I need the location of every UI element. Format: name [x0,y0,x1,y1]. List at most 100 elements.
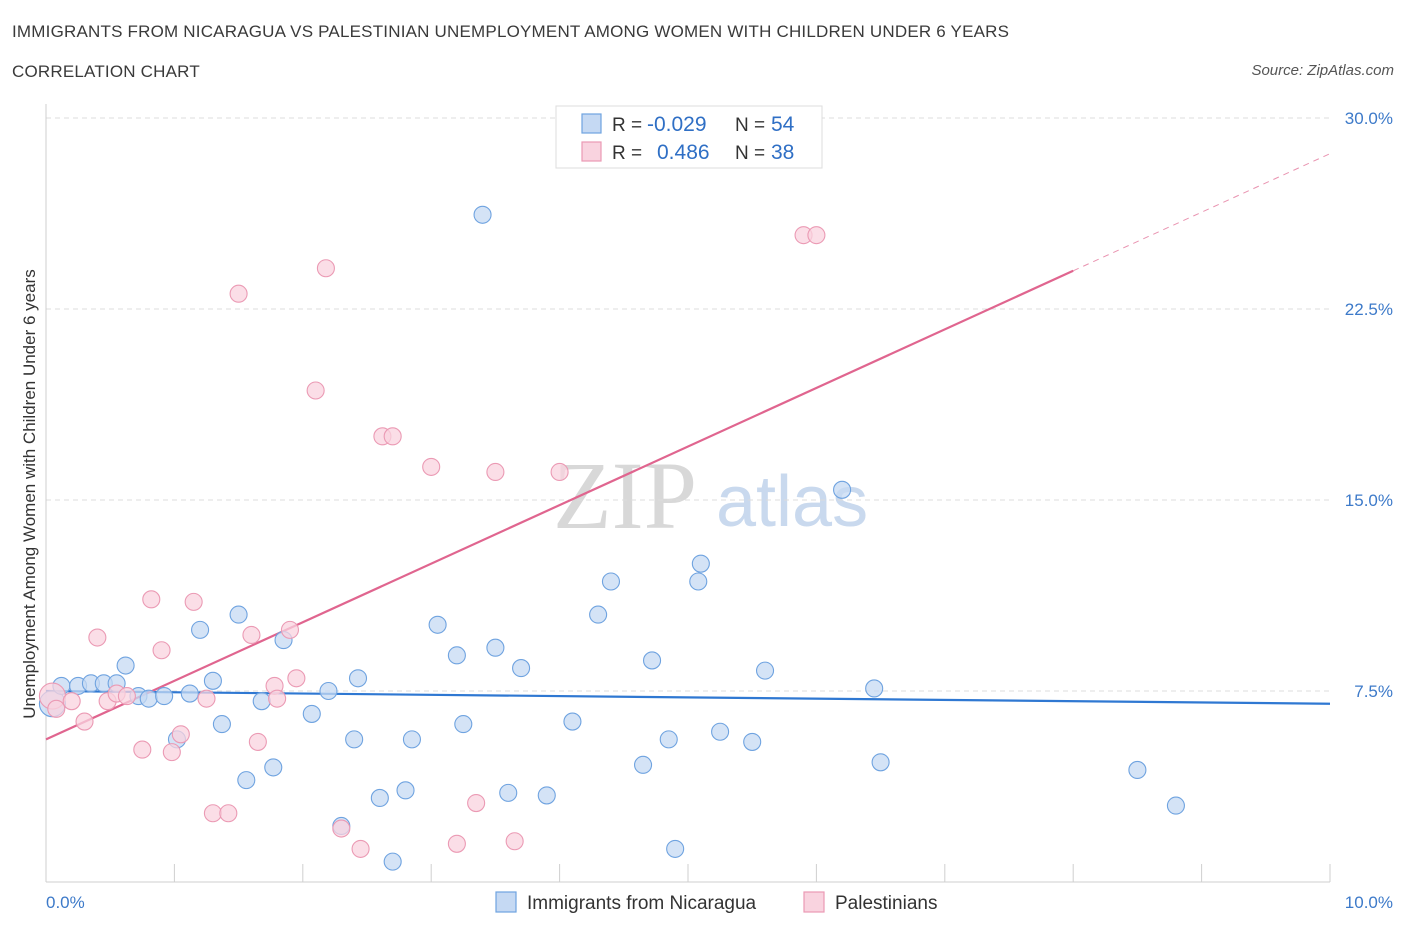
point-palestinians [422,457,441,476]
y-axis-label: Unemployment Among Women with Children U… [20,269,39,718]
source-credit: Source: ZipAtlas.com [1251,62,1394,79]
point-palestinians [117,687,136,706]
point-nicaragua [319,681,338,701]
chart-title: IMMIGRANTS FROM NICARAGUA VS PALESTINIAN… [12,22,1010,41]
point-nicaragua [447,646,466,665]
point-nicaragua [428,615,447,634]
x-tick-label: 0.0% [46,893,85,912]
point-palestinians [505,832,524,851]
y-tick-label: 22.5% [1345,300,1393,319]
point-palestinians [162,743,181,762]
chart-subtitle: CORRELATION CHART [12,62,200,81]
series-points [38,205,1185,871]
point-palestinians [486,462,505,482]
point-nicaragua [264,758,283,777]
trend-extension-palestinians [1072,153,1331,272]
point-nicaragua [252,692,271,711]
bottom-legend-swatch-palestinians [803,891,825,913]
point-nicaragua [486,638,505,657]
point-nicaragua [139,689,158,708]
point-nicaragua [402,730,421,749]
bottom-legend-swatch-nicaragua [495,891,517,913]
point-palestinians [332,819,351,838]
point-nicaragua [116,656,135,675]
watermark-zip: ZIP [553,442,697,549]
point-palestinians [287,669,306,688]
point-nicaragua [1166,796,1185,815]
point-palestinians [550,462,569,482]
watermark-atlas: atlas [716,462,868,542]
point-nicaragua [454,715,473,734]
point-nicaragua [212,715,231,734]
point-palestinians [807,226,826,245]
legend-swatch-nicaragua [581,113,602,134]
point-nicaragua [345,730,364,749]
point-nicaragua [180,684,199,703]
point-palestinians [447,834,466,853]
point-nicaragua [865,679,884,698]
legend-n-value-2: 38 [771,141,794,164]
bottom-legend: Immigrants from Nicaragua Palestinians [495,891,937,914]
correlation-legend: R = -0.029 N = 54 R = 0.486 N = 38 [555,105,823,169]
legend-swatch-palestinians [581,141,602,162]
point-nicaragua [659,730,678,749]
point-nicaragua [634,755,653,774]
point-nicaragua [871,753,890,772]
point-nicaragua [691,554,710,573]
legend-n-value-1: 54 [771,113,795,136]
point-palestinians [268,689,287,708]
legend-r-value-2: 0.486 [657,141,710,164]
point-nicaragua [642,651,662,670]
point-palestinians [75,712,94,731]
point-nicaragua [666,839,685,858]
point-nicaragua [743,732,762,751]
bottom-legend-label-nicaragua: Immigrants from Nicaragua [527,893,757,914]
point-nicaragua [755,661,775,680]
legend-r-label-1: R = [612,115,642,136]
x-tick-label: 10.0% [1345,893,1393,912]
point-nicaragua [348,669,368,688]
point-palestinians [47,699,66,718]
point-palestinians [197,689,216,708]
legend-r-label-2: R = [612,143,642,164]
point-nicaragua [237,771,256,790]
point-palestinians [351,839,370,858]
point-nicaragua [302,704,321,723]
y-tick-labels: 7.5% 15.0% 22.5% 30.0% [1345,109,1393,701]
grid-lines [46,117,1330,692]
point-palestinians [316,259,335,278]
point-palestinians [171,725,190,744]
point-nicaragua [370,788,389,808]
legend-n-label-1: N = [735,115,765,136]
axes [45,104,1331,883]
y-tick-label: 15.0% [1345,491,1393,510]
point-palestinians [88,628,107,647]
point-nicaragua [833,480,852,499]
point-nicaragua [512,659,531,678]
point-nicaragua [229,605,248,624]
trend-line-palestinians [45,269,1074,741]
point-palestinians [152,641,171,660]
point-nicaragua [711,722,730,741]
point-palestinians [142,590,161,609]
point-nicaragua [537,786,556,805]
x-tick-labels: 0.0% 10.0% [46,893,1393,912]
point-palestinians [229,284,248,303]
point-palestinians [62,692,81,711]
point-palestinians [242,625,261,645]
trend-line-nicaragua [45,689,1331,705]
point-nicaragua [601,572,621,591]
legend-r-value-1: -0.029 [647,113,707,136]
point-nicaragua [563,712,582,731]
point-palestinians [133,740,152,759]
point-palestinians [203,804,222,823]
point-palestinians [219,804,238,823]
point-nicaragua [689,572,708,591]
point-nicaragua [589,605,608,624]
point-nicaragua [396,781,415,800]
point-palestinians [280,620,300,639]
point-nicaragua [499,783,518,802]
point-palestinians [248,732,267,751]
point-nicaragua [383,852,402,871]
